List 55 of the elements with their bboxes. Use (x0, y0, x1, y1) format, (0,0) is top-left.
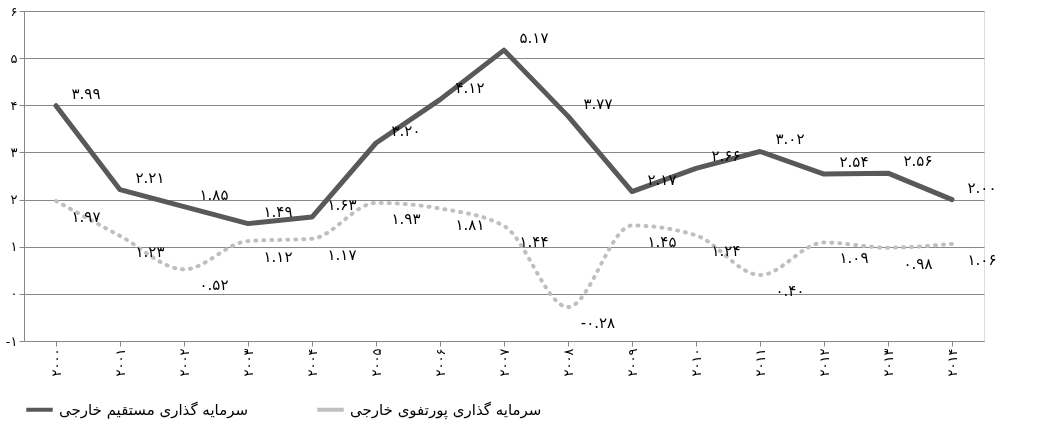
x-tick-label: ۲۰۱۲ (816, 348, 832, 377)
x-tick-label: ۲۰۱۳ (880, 348, 896, 377)
x-tick-label: ۲۰۰۶ (432, 348, 448, 377)
y-tick-label: ۵ (10, 50, 18, 66)
data-label: ۲.۰۰ (967, 178, 997, 197)
data-label: ۳.۷۷ (583, 95, 613, 114)
y-tick-label: ۲ (10, 192, 18, 208)
data-label: ۱.۸۵ (199, 185, 229, 204)
y-tick-label: -۱ (5, 333, 18, 349)
data-label: ۲.۲۱ (135, 168, 165, 187)
data-label: ۱.۴۵ (647, 232, 677, 251)
x-tick-label: ۲۰۰۲ (176, 348, 192, 377)
data-label: ۱.۸۱ (455, 215, 485, 234)
data-label: ۱.۱۷ (327, 245, 357, 264)
x-tick-label: ۲۰۰۴ (304, 348, 320, 377)
data-label: ۳.۲۰ (391, 122, 421, 140)
x-tick-label: ۲۰۰۹ (624, 348, 640, 377)
data-label: ۱.۰۶ (967, 250, 997, 269)
line-series (54, 198, 954, 310)
data-label: ۵.۱۷ (519, 29, 549, 48)
data-label: ۱.۹۳ (391, 209, 421, 228)
x-tick-label: ۲۰۰۷ (496, 348, 512, 377)
x-tick-label: ۲۰۰۳ (240, 348, 256, 377)
data-label: ۱.۰۹ (839, 249, 869, 268)
data-label: -۰.۲۸ (580, 314, 616, 333)
data-label: ۴.۱۲ (455, 78, 485, 97)
x-tick-label: ۲۰۱۴ (944, 348, 960, 377)
y-tick-label: ۱ (10, 239, 18, 255)
data-label: ۲.۵۶ (903, 152, 933, 171)
data-label: ۳.۰۲ (775, 130, 805, 149)
data-label: ۲.۵۴ (839, 153, 869, 172)
data-label: ۱.۱۲ (263, 248, 293, 267)
data-label: ۰.۵۲ (199, 276, 229, 295)
data-label: ۱.۲۴ (711, 242, 741, 261)
data-label: ۳.۹۹ (71, 84, 101, 103)
legend-label: سرمایه گذاری مستقیم خارجی (59, 400, 249, 419)
data-label: ۱.۹۷ (71, 207, 101, 226)
legend-label: سرمایه گذاری پورتفوی خارجی (350, 400, 542, 420)
y-tick-label: ۳ (10, 144, 18, 160)
x-tick-label: ۲۰۱۰ (688, 348, 704, 377)
y-tick-label: ۰ (10, 286, 18, 302)
data-label: ۰.۹۸ (903, 254, 933, 273)
y-tick-label: ۶ (10, 3, 18, 19)
data-label: ۰.۴۰ (775, 282, 805, 300)
x-tick-label: ۲۰۰۸ (560, 348, 576, 377)
data-label: ۱.۴۴ (519, 232, 549, 251)
y-tick-label: ۴ (10, 97, 18, 113)
data-label: ۲.۱۷ (647, 170, 677, 189)
x-tick-label: ۲۰۰۵ (368, 348, 384, 377)
x-tick-label: ۲۰۰۰ (48, 348, 64, 377)
data-label: ۱.۴۹ (263, 202, 293, 221)
data-label: ۱.۲۳ (135, 242, 165, 261)
data-label: ۱.۶۳ (327, 196, 357, 215)
x-tick-label: ۲۰۱۱ (752, 348, 768, 377)
x-tick-label: ۲۰۰۱ (112, 348, 128, 377)
